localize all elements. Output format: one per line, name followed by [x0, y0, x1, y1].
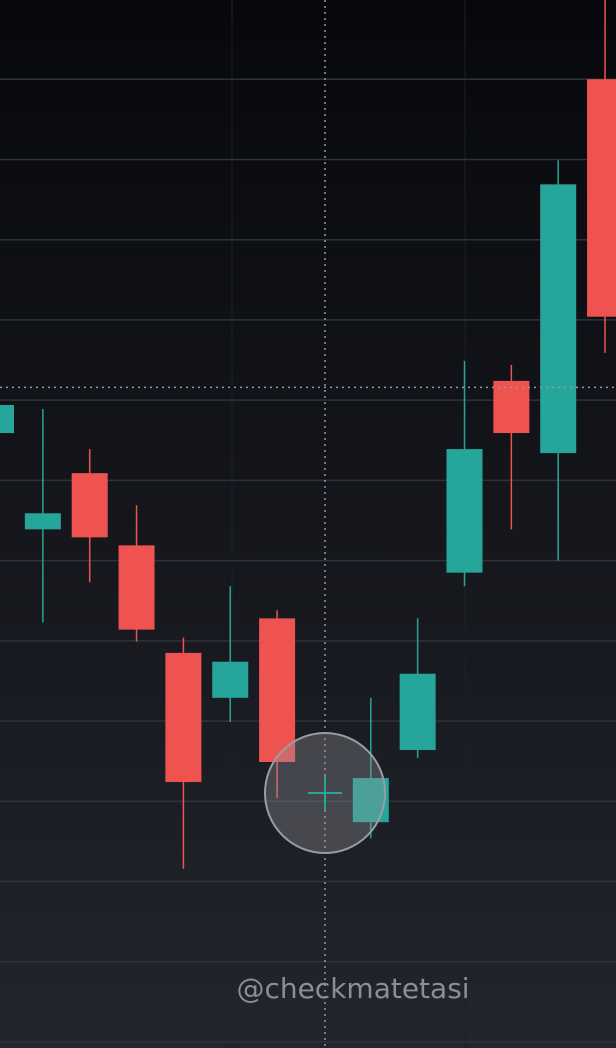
candle-body: [0, 404, 14, 434]
candle-body: [399, 673, 436, 750]
candle-body: [118, 545, 155, 630]
candle-body: [259, 618, 296, 762]
candle-body: [71, 473, 108, 538]
watermark: @checkmatetasi: [236, 972, 469, 1005]
candle-body: [540, 184, 577, 454]
candle-body: [493, 380, 530, 434]
candle-body: [24, 513, 61, 530]
candle-body: [446, 449, 483, 573]
candle-body: [587, 79, 616, 317]
candles: [0, 0, 616, 869]
candle-body: [212, 661, 249, 698]
candle-body: [165, 652, 202, 783]
candle-body: [352, 778, 389, 823]
